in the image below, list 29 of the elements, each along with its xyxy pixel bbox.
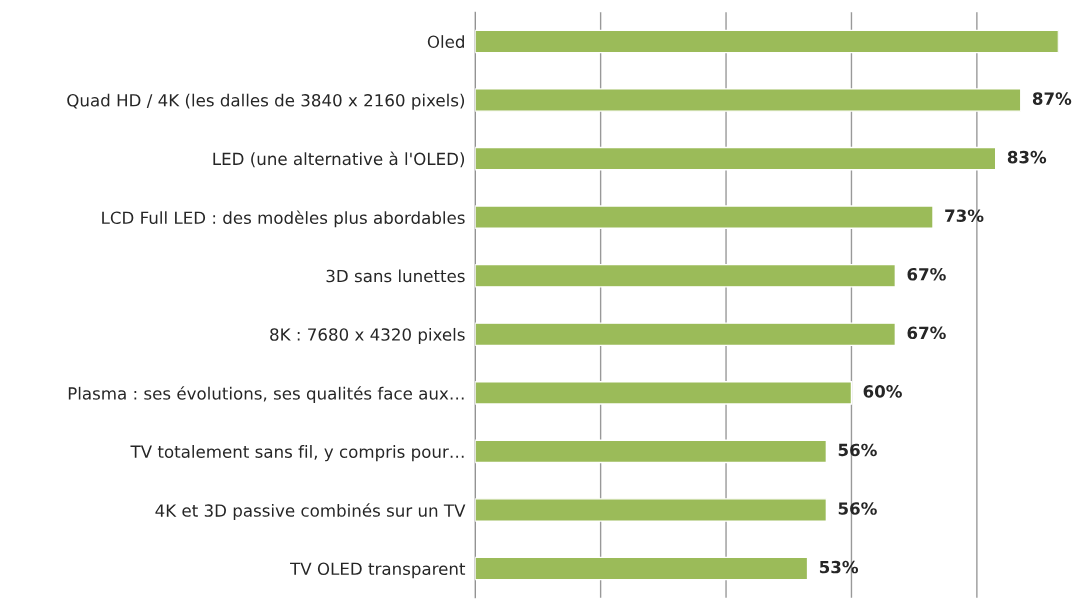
data-label: 56% [838,502,877,515]
data-label: 67% [907,326,946,340]
y-tick-label: 4K et 3D passive combinés sur un TV [155,503,466,521]
bar [475,322,897,347]
y-tick-label: Oled [427,35,464,49]
y-tick-label: Plasma : ses évolutions, ses qualités face aux… [68,386,464,403]
data-label: 56% [838,443,877,457]
bar [475,29,1059,54]
bar [475,146,997,171]
y-tick-label: 8K : 7680 x 4320 pixels [270,327,465,345]
bar [475,263,897,288]
data-label: 53% [819,560,859,574]
data-label: 67% [907,267,946,281]
y-tick-label: Quad HD / 4K (les dalles de 3840 x 2160 pixels) [67,93,465,110]
y-tick-label: TV totalement sans fil, y compris pour… [130,445,464,462]
data-label: 87% [1032,92,1072,105]
y-tick-label: TV OLED transparent [290,562,466,579]
y-tick-label: LCD Full LED : des modèles plus abordables [102,210,465,228]
data-label: 73% [945,209,984,222]
data-label: 60% [863,385,902,398]
bar [475,381,853,405]
bar [475,205,934,229]
bar [475,498,828,522]
bar [475,556,809,581]
y-tick-label: 3D sans lunettes [326,269,465,283]
y-tick-label: LED (une alternative à l'OLED) [213,151,465,168]
bar [475,88,1022,112]
bar [475,439,828,464]
data-label: 83% [1007,150,1047,164]
